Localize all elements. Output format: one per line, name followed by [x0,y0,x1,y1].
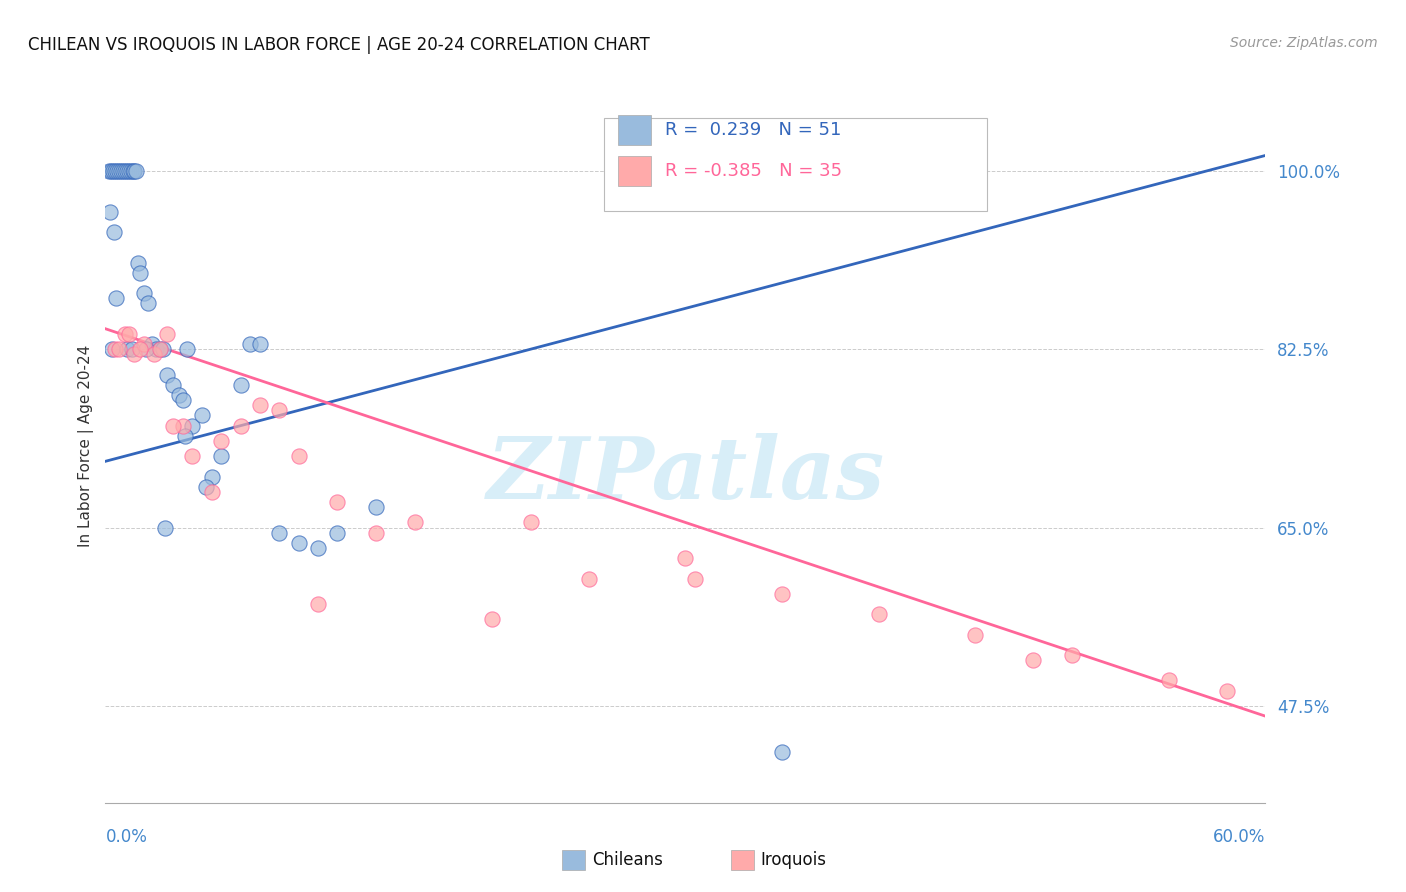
Point [98,204,121,219]
Point [269,403,291,417]
Point [142,347,165,361]
Text: Iroquois: Iroquois [761,851,827,869]
Point [156,368,179,382]
Point [287,449,309,463]
Point [103,163,124,178]
Point [105,163,128,178]
Point [364,500,387,515]
Point [211,449,233,463]
Point [125,163,148,178]
Point [110,163,132,178]
Point [965,627,987,641]
Point [249,337,271,351]
Point [520,516,543,530]
FancyBboxPatch shape [605,118,987,211]
Point [1062,648,1084,662]
Point [307,597,329,611]
Point [120,163,142,178]
Point [118,326,141,341]
Point [1216,683,1239,698]
Point [1022,653,1045,667]
Point [108,163,131,178]
Point [124,163,146,178]
Point [132,337,156,351]
Point [132,286,156,301]
Point [105,291,128,305]
Text: R = -0.385   N = 35: R = -0.385 N = 35 [665,161,842,179]
Point [121,163,143,178]
Point [176,342,198,356]
Point [404,516,426,530]
Y-axis label: In Labor Force | Age 20-24: In Labor Force | Age 20-24 [79,345,94,547]
Point [287,536,309,550]
Point [364,525,387,540]
Point [114,163,136,178]
Point [121,342,143,356]
Point [149,342,172,356]
Point [101,342,124,356]
Point [326,495,349,509]
Point [675,551,697,566]
Text: Source: ZipAtlas.com: Source: ZipAtlas.com [1230,36,1378,50]
Text: 60.0%: 60.0% [1213,829,1265,847]
Point [115,342,138,356]
Point [141,337,163,351]
Point [103,225,125,239]
Point [770,587,793,601]
Point [239,337,262,351]
Point [114,326,136,341]
Point [172,393,194,408]
Bar [619,155,651,186]
Point [118,163,141,178]
Point [124,347,146,361]
Text: ZIPatlas: ZIPatlas [486,433,884,516]
Text: CHILEAN VS IROQUOIS IN LABOR FORCE | AGE 20-24 CORRELATION CHART: CHILEAN VS IROQUOIS IN LABOR FORCE | AGE… [28,36,650,54]
Point [1157,673,1180,688]
Point [194,480,217,494]
Point [167,388,190,402]
Point [307,541,329,555]
Text: R =  0.239   N = 51: R = 0.239 N = 51 [665,121,841,139]
Point [135,342,157,356]
Point [152,342,174,356]
Point [111,163,134,178]
Point [149,342,172,356]
Point [181,418,204,433]
Point [172,418,194,433]
Point [108,342,131,356]
Point [145,342,167,356]
Point [104,342,127,356]
Point [229,418,252,433]
Point [156,326,179,341]
Point [162,377,184,392]
Point [104,163,127,178]
Point [229,377,252,392]
Point [191,409,214,423]
Point [683,572,706,586]
Point [115,163,138,178]
Point [578,572,600,586]
Point [481,612,503,626]
Point [173,429,195,443]
Point [136,296,159,310]
Point [269,525,291,540]
Point [181,449,204,463]
Point [162,418,184,433]
Point [249,398,271,412]
Bar [619,115,651,145]
Point [770,745,793,759]
Point [868,607,890,622]
Point [211,434,233,448]
Point [100,163,122,178]
Point [129,342,152,356]
Point [201,469,224,483]
Point [127,255,149,269]
Text: 0.0%: 0.0% [105,829,148,847]
Point [326,525,349,540]
Text: Chileans: Chileans [592,851,662,869]
Point [98,163,121,178]
Point [155,520,177,534]
Point [201,484,224,499]
Point [129,266,152,280]
